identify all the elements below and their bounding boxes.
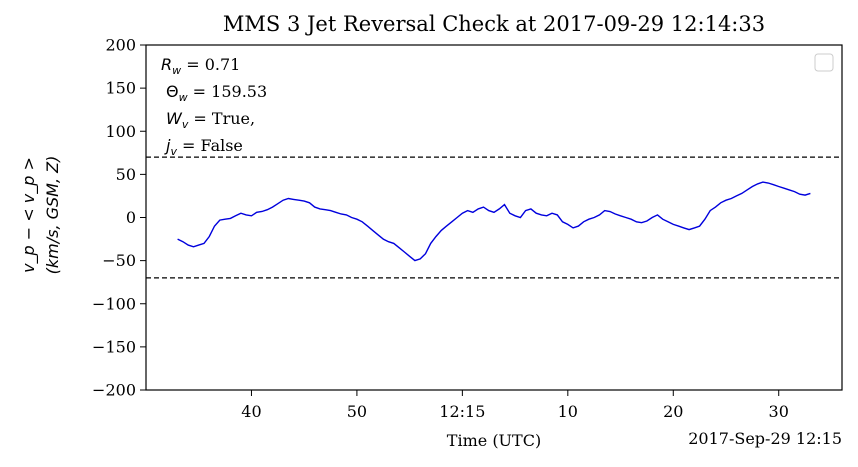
annotation-w-symbol: W	[166, 109, 183, 128]
annotation-theta-sub: w	[179, 91, 188, 104]
legend-box	[814, 53, 834, 72]
threshold-lines	[146, 156, 842, 279]
annotation-j-symbol: j	[164, 136, 171, 155]
y-tick-label: −200	[92, 381, 136, 400]
annotation-w-value: = True,	[188, 109, 255, 128]
y-tick-label: −100	[92, 294, 136, 313]
y-tick-label: 200	[105, 36, 136, 55]
x-offset-label: 2017-Sep-29 12:15	[688, 429, 842, 448]
annotation-w-sub: v	[182, 118, 189, 131]
annotation-j: jv = False	[164, 136, 243, 158]
y-ticks: −200 −150 −100 −50 0 50 100 150 200	[92, 36, 146, 400]
y-tick-label: −50	[102, 251, 136, 270]
annotation-theta: Θw = 159.53	[166, 82, 267, 104]
x-tick-label: 30	[769, 402, 789, 421]
x-tick-label: 12:15	[439, 402, 485, 421]
annotation-r: Rw = 0.71	[161, 55, 240, 77]
annotation-j-sub: v	[170, 145, 177, 158]
y-tick-label: 150	[105, 79, 136, 98]
annotation-w: Wv = True,	[166, 109, 255, 131]
y-axis-label: v_p − < v_p > (km/s, GSM, Z)	[19, 156, 62, 275]
x-tick-label: 10	[558, 402, 578, 421]
plot-area: −200 −150 −100 −50 0 50 100 150 200 40 50 12:15 10 2…	[92, 36, 843, 421]
annotation-j-value: = False	[177, 136, 243, 155]
annotation-r-value: = 0.71	[181, 55, 240, 74]
annotation-r-sub: w	[172, 64, 181, 77]
x-axis-label: Time (UTC)	[447, 431, 541, 450]
annotation-theta-value: = 159.53	[188, 82, 268, 101]
annotation-theta-symbol: Θ	[166, 82, 179, 101]
y-tick-label: 50	[116, 165, 136, 184]
x-tick-label: 20	[663, 402, 683, 421]
x-tick-label: 40	[241, 402, 261, 421]
x-ticks: 40 50 12:15 10 20 30	[241, 390, 789, 421]
y-tick-label: 0	[126, 208, 136, 227]
y-tick-label: 100	[105, 122, 136, 141]
y-axis-label-line1: v_p − < v_p >	[19, 157, 39, 273]
annotation-r-symbol: R	[161, 55, 172, 74]
series-line	[177, 181, 811, 262]
stats-annotation: Rw = 0.71 Θw = 159.53 Wv = True, jv = Fa…	[161, 55, 267, 158]
x-tick-label: 50	[347, 402, 367, 421]
y-tick-label: −150	[92, 337, 136, 356]
y-axis-label-line2: (km/s, GSM, Z)	[43, 156, 62, 275]
chart-title: MMS 3 Jet Reversal Check at 2017-09-29 1…	[223, 12, 765, 36]
